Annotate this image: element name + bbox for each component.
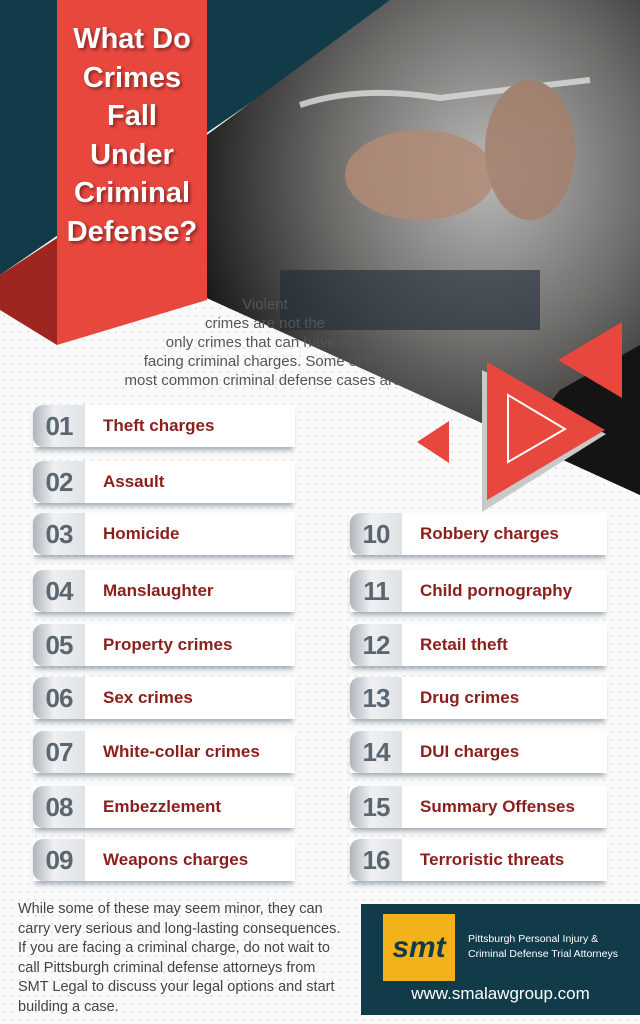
crime-list-item: 01 Theft charges: [33, 405, 295, 447]
dark-red-band: [0, 238, 57, 345]
item-number: 06: [33, 677, 85, 719]
item-number: 04: [33, 570, 85, 612]
item-label: Robbery charges: [420, 524, 559, 543]
item-number: 03: [33, 513, 85, 555]
item-number: 05: [33, 624, 85, 666]
item-number: 02: [33, 461, 85, 503]
item-number: 08: [33, 786, 85, 828]
crime-list-item: 09 Weapons charges: [33, 839, 295, 881]
item-label: Embezzlement: [103, 797, 222, 816]
item-number: 11: [350, 570, 402, 612]
item-number: 12: [350, 624, 402, 666]
left-triangle-large: [558, 322, 622, 398]
item-number: 10: [350, 513, 402, 555]
item-label: Terroristic threats: [420, 850, 565, 869]
left-triangle-small: [417, 421, 449, 463]
crime-list-item: 06 Sex crimes: [33, 677, 295, 719]
crime-list-item: 16 Terroristic threats: [350, 839, 607, 881]
footer-branding: smt Pittsburgh Personal Injury & Crimina…: [361, 904, 640, 1015]
item-label: White-collar crimes: [103, 742, 260, 761]
smt-logo: smt: [383, 914, 455, 981]
crime-list-item: 04 Manslaughter: [33, 570, 295, 612]
crime-list-item: 05 Property crimes: [33, 624, 295, 666]
intro-text: Violent crimes are not the only crimes t…: [124, 296, 406, 389]
play-outline: [507, 393, 567, 464]
website-link[interactable]: www.smalawgroup.com: [411, 984, 590, 1003]
item-number: 01: [33, 405, 85, 447]
item-label: Manslaughter: [103, 581, 214, 600]
crime-list-item: 12 Retail theft: [350, 624, 607, 666]
item-label: Property crimes: [103, 635, 233, 654]
crime-list-item: 15 Summary Offenses: [350, 786, 607, 828]
item-label: Child pornography: [420, 581, 573, 600]
item-number: 13: [350, 677, 402, 719]
item-label: Assault: [103, 472, 165, 491]
title-banner: [57, 0, 207, 345]
crime-list-item: 10 Robbery charges: [350, 513, 607, 555]
item-number: 07: [33, 731, 85, 773]
item-number: 14: [350, 731, 402, 773]
item-label: Homicide: [103, 524, 180, 543]
crime-list-item: 11 Child pornography: [350, 570, 607, 612]
crime-list-item: 14 DUI charges: [350, 731, 607, 773]
item-number: 16: [350, 839, 402, 881]
item-label: Summary Offenses: [420, 797, 575, 816]
crime-list-item: 08 Embezzlement: [33, 786, 295, 828]
item-label: Drug crimes: [420, 688, 520, 707]
page-title: What Do Crimes Fall Under Criminal Defen…: [66, 23, 198, 248]
item-number: 15: [350, 786, 402, 828]
item-label: Weapons charges: [103, 850, 249, 869]
crime-list-item: 02 Assault: [33, 461, 295, 503]
crime-list-item: 13 Drug crimes: [350, 677, 607, 719]
item-label: Retail theft: [420, 635, 508, 654]
crime-list-item: 03 Homicide: [33, 513, 295, 555]
item-label: DUI charges: [420, 742, 520, 761]
handcuffs-image: [280, 77, 591, 330]
play-triangle: [487, 362, 605, 500]
item-number: 09: [33, 839, 85, 881]
closing-paragraph: While some of these may seem minor, they…: [18, 901, 341, 1015]
crime-list-item: 07 White-collar crimes: [33, 731, 295, 773]
item-label: Sex crimes: [103, 688, 193, 707]
tagline: Pittsburgh Personal Injury & Criminal De…: [468, 933, 618, 960]
item-label: Theft charges: [103, 416, 215, 435]
